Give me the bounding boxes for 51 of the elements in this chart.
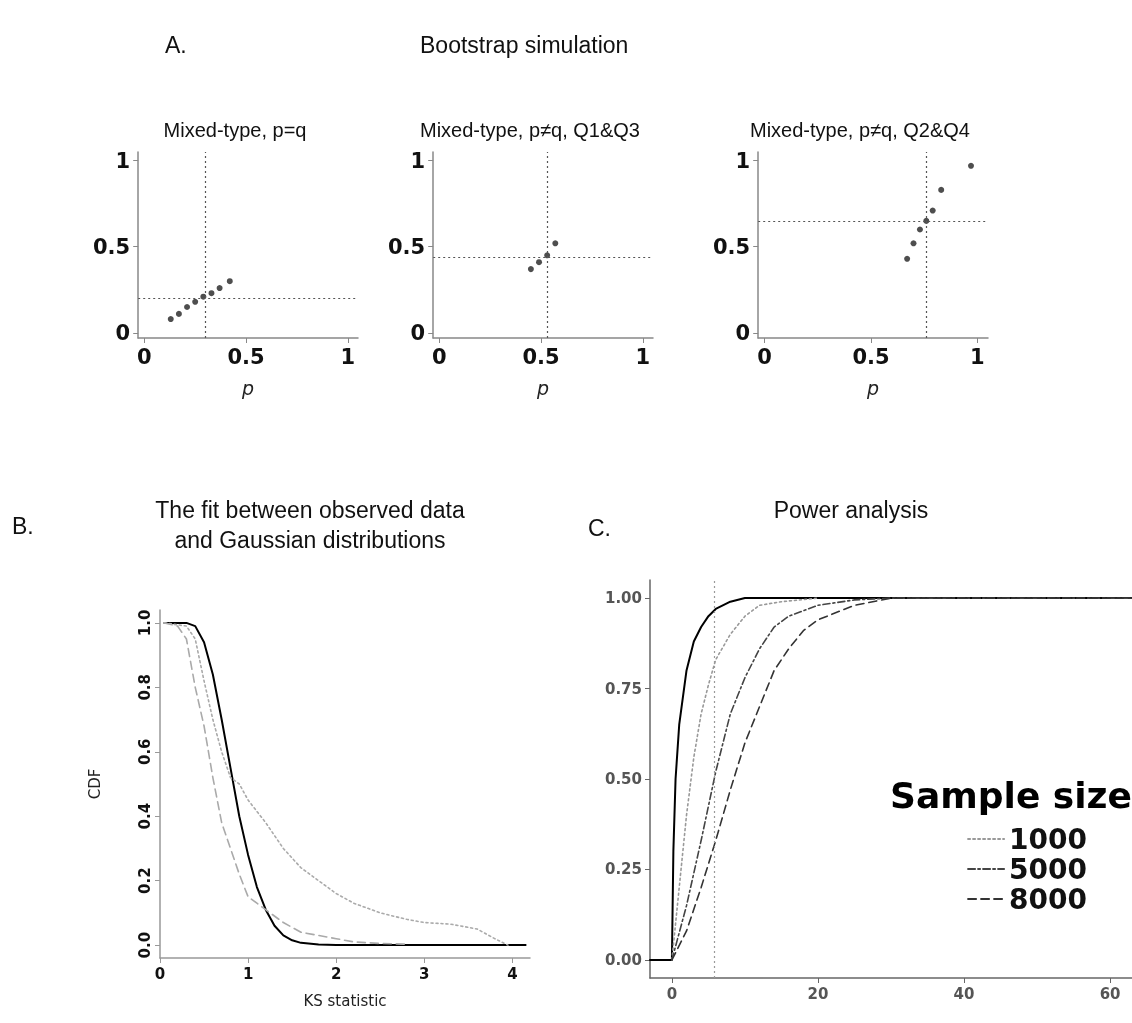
y-tick-label: 0.5 bbox=[388, 234, 426, 259]
y-tick-label: 0 bbox=[735, 320, 751, 345]
y-tick-label: 0.25 bbox=[604, 860, 642, 879]
text: Bootstrap simulation bbox=[420, 32, 629, 59]
text: C. bbox=[588, 515, 611, 542]
x-axis-title: p bbox=[866, 376, 880, 399]
y-tick-label: 1.00 bbox=[604, 589, 642, 608]
y-tick-label: 0.0 bbox=[135, 931, 154, 959]
y-tick-label: 0.2 bbox=[135, 867, 154, 894]
y-tick-label: 1 bbox=[410, 148, 426, 173]
y-tick-label: 0.5 bbox=[93, 234, 131, 259]
y-tick-label: 0.6 bbox=[135, 738, 154, 766]
x-tick-label: 0 bbox=[431, 344, 447, 369]
x-tick-label: 0.5 bbox=[852, 344, 890, 369]
y-tick-label: 0.75 bbox=[604, 679, 642, 698]
x-tick-label: 2 bbox=[330, 964, 342, 983]
y-tick-label: 0.5 bbox=[713, 234, 751, 259]
x-axis-title: p bbox=[241, 376, 255, 399]
x-tick-label: 1 bbox=[970, 344, 985, 369]
x-tick-label: 1 bbox=[340, 344, 356, 369]
x-tick-label: 0 bbox=[154, 964, 166, 983]
y-tick-label: 1 bbox=[735, 148, 751, 173]
x-tick-label: 0 bbox=[666, 984, 678, 1003]
x-axis-title: KS statistic bbox=[303, 991, 387, 1010]
x-tick-label: 0 bbox=[757, 344, 772, 369]
chart-title: Mixed-type, p≠q, Q1&Q3 bbox=[420, 119, 640, 141]
y-tick-label: 0.00 bbox=[604, 950, 642, 969]
x-tick-label: 40 bbox=[953, 984, 975, 1003]
y-tick-label: 0.50 bbox=[604, 770, 642, 788]
x-tick-label: 0.5 bbox=[522, 344, 560, 369]
x-tick-label: 60 bbox=[1099, 984, 1121, 1003]
y-tick-label: 1 bbox=[115, 148, 131, 173]
y-axis-title: CDF bbox=[85, 768, 104, 800]
chart-title: The fit between observed data and Gaussian distributions bbox=[155, 496, 465, 553]
legend-title: Sample size bbox=[890, 774, 1132, 816]
x-tick-label: 3 bbox=[419, 964, 430, 983]
x-tick-label: 0.5 bbox=[227, 344, 265, 369]
y-tick-label: 0.4 bbox=[135, 802, 154, 830]
text: A. bbox=[165, 32, 187, 59]
x-axis-title: p bbox=[536, 376, 550, 399]
y-tick-label: 0.8 bbox=[135, 674, 154, 701]
chart-title: Mixed-type, p=q bbox=[163, 119, 307, 141]
chart-title: Mixed-type, p≠q, Q2&Q4 bbox=[750, 119, 970, 141]
y-tick-label: 0 bbox=[410, 320, 426, 345]
chart-title: Power analysis bbox=[773, 496, 929, 523]
y-tick-label: 1.0 bbox=[135, 609, 154, 637]
x-tick-label: 20 bbox=[807, 984, 829, 1003]
x-tick-label: 4 bbox=[507, 964, 518, 983]
text: B. bbox=[12, 513, 34, 540]
x-tick-label: 1 bbox=[242, 964, 254, 983]
y-tick-label: 0 bbox=[115, 320, 131, 345]
